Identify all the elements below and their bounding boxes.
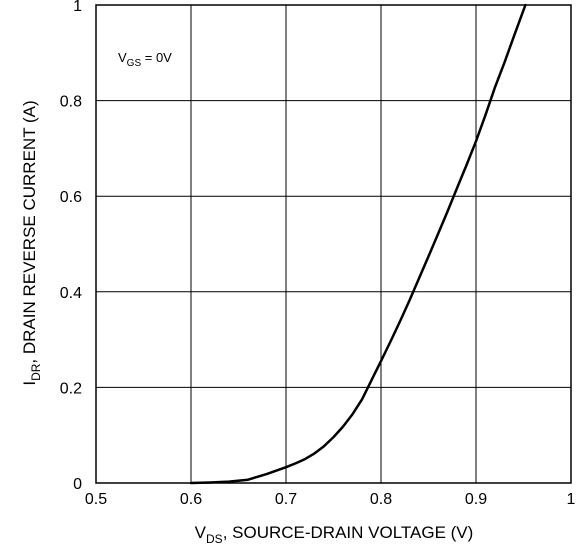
x-tick-label: 0.5 [85,491,107,508]
series-line [189,3,527,485]
ylabel-rest: , DRAIN REVERSE CURRENT (A) [20,100,39,363]
anno-rest: = 0V [141,50,172,65]
y-tick-labels: 0 0.2 0.4 0.6 0.8 1 [60,0,82,493]
x-tick-label: 1 [567,491,576,508]
y-tick-label: 0 [73,476,82,493]
anno-main: V [118,50,127,65]
x-tick-label: 0.8 [370,491,392,508]
x-tick-label: 0.9 [465,491,487,508]
y-tick-label: 0.8 [60,94,82,111]
y-tick-label: 0.6 [60,189,82,206]
vgs-annotation: VGS = 0V [118,50,172,69]
xlabel-rest: , SOURCE-DRAIN VOLTAGE (V) [223,523,474,542]
y-axis-label: IDR, DRAIN REVERSE CURRENT (A) [20,100,43,385]
x-tick-labels: 0.5 0.6 0.7 0.8 0.9 1 [85,491,576,508]
series-group [189,3,527,485]
ylabel-sub: DR [29,363,43,381]
plot-frame [95,4,572,484]
y-tick-label: 0.2 [60,380,82,397]
xlabel-main: V [195,523,207,542]
x-tick-label: 0.6 [180,491,202,508]
y-tick-label: 1 [73,0,82,15]
xlabel-sub: DS [206,532,223,546]
x-tick-label: 0.7 [275,491,297,508]
x-axis-label: VDS, SOURCE-DRAIN VOLTAGE (V) [195,523,474,546]
anno-sub: GS [127,58,142,69]
ylabel-main: I [20,381,39,386]
y-tick-label: 0.4 [60,285,82,302]
